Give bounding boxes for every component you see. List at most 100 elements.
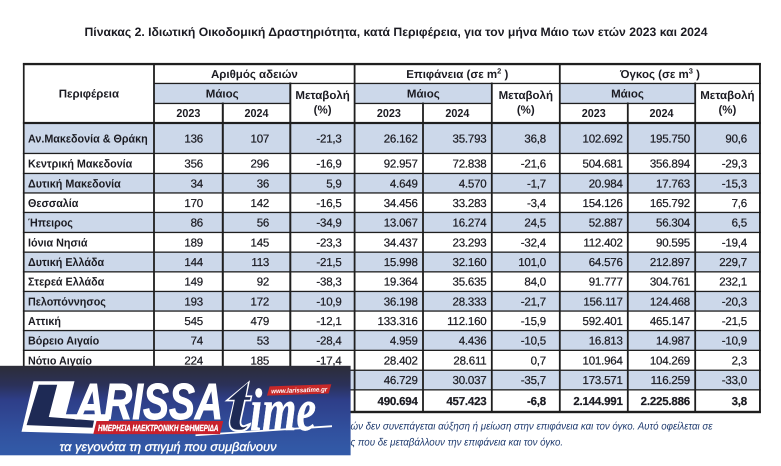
- svg-text:7,6: 7,6: [732, 198, 747, 210]
- svg-text:-12,1: -12,1: [316, 316, 341, 328]
- svg-text:457.423: 457.423: [446, 396, 486, 408]
- svg-text:90.595: 90.595: [656, 237, 690, 249]
- svg-text:-34,9: -34,9: [316, 218, 341, 230]
- svg-text:92: 92: [257, 277, 269, 289]
- svg-text:479: 479: [251, 316, 270, 328]
- svg-text:Επιφάνεια (σε m2 ): Επιφάνεια (σε m2 ): [406, 67, 508, 81]
- svg-text:133.316: 133.316: [378, 316, 418, 328]
- svg-text:www.larissatime.gr: www.larissatime.gr: [271, 386, 328, 395]
- svg-text:154.126: 154.126: [583, 198, 623, 210]
- svg-text:2023: 2023: [377, 108, 401, 120]
- svg-text:Θεσσαλία: Θεσσαλία: [28, 198, 78, 210]
- svg-text:296: 296: [251, 159, 270, 171]
- svg-text:116.259: 116.259: [651, 375, 690, 387]
- svg-text:τα γεγονότα τη στιγμή που συμβ: τα γεγονότα τη στιγμή που συμβαίνουν: [60, 440, 278, 454]
- svg-text:14.987: 14.987: [656, 336, 690, 348]
- svg-text:56: 56: [257, 218, 269, 230]
- svg-text:142: 142: [251, 198, 270, 210]
- svg-text:28.402: 28.402: [384, 355, 418, 367]
- svg-text:144: 144: [184, 257, 203, 269]
- svg-text:84,0: 84,0: [524, 277, 546, 289]
- svg-text:33.283: 33.283: [453, 198, 487, 210]
- svg-text:193: 193: [184, 296, 203, 308]
- svg-text:356: 356: [184, 159, 203, 171]
- svg-text:0,7: 0,7: [531, 355, 546, 367]
- svg-text:2023: 2023: [582, 108, 606, 120]
- svg-text:Πελοπόννησος: Πελοπόννησος: [28, 296, 106, 308]
- svg-text:212.897: 212.897: [650, 257, 690, 269]
- svg-text:-20,3: -20,3: [722, 296, 747, 308]
- svg-text:36: 36: [257, 178, 269, 190]
- svg-text:2.225.886: 2.225.886: [641, 396, 690, 408]
- svg-text:136: 136: [184, 134, 203, 146]
- svg-text:107: 107: [251, 134, 270, 146]
- svg-text:24,5: 24,5: [524, 218, 546, 230]
- svg-text:465.147: 465.147: [650, 316, 690, 328]
- svg-text:170: 170: [184, 198, 203, 210]
- svg-text:-21,7: -21,7: [521, 296, 546, 308]
- svg-text:-23,3: -23,3: [316, 237, 341, 249]
- svg-text:149: 149: [184, 277, 203, 289]
- svg-text:104.269: 104.269: [650, 355, 690, 367]
- svg-text:504.681: 504.681: [583, 159, 623, 171]
- svg-text:6,5: 6,5: [732, 218, 747, 230]
- svg-text:-10,9: -10,9: [722, 336, 747, 348]
- svg-text:4.436: 4.436: [459, 336, 487, 348]
- svg-text:Στερεά Ελλάδα: Στερεά Ελλάδα: [28, 277, 104, 289]
- svg-text:5,9: 5,9: [326, 178, 341, 190]
- svg-text:26.162: 26.162: [384, 134, 418, 146]
- svg-text:23.293: 23.293: [453, 237, 487, 249]
- svg-text:-17,4: -17,4: [316, 355, 342, 367]
- svg-text:28.611: 28.611: [453, 355, 486, 367]
- svg-text:36.198: 36.198: [384, 296, 418, 308]
- svg-text:19.364: 19.364: [384, 277, 419, 289]
- svg-text:64.576: 64.576: [589, 257, 623, 269]
- svg-text:232,1: 232,1: [719, 277, 747, 289]
- svg-text:-29,3: -29,3: [722, 159, 747, 171]
- svg-text:Ήπειρος: Ήπειρος: [28, 218, 73, 230]
- svg-text:Μεταβολή: Μεταβολή: [499, 90, 553, 102]
- svg-text:2024: 2024: [445, 108, 470, 120]
- svg-text:-15,9: -15,9: [521, 316, 546, 328]
- svg-text:112.402: 112.402: [583, 237, 622, 249]
- svg-text:ών δεν συνεπάγεται αύξηση ή με: ών δεν συνεπάγεται αύξηση ή μείωση στην …: [351, 420, 713, 432]
- svg-text:2.144.991: 2.144.991: [573, 396, 623, 408]
- svg-text:Μεταβολή: Μεταβολή: [295, 90, 349, 102]
- svg-text:Βόρειο Αιγαίο: Βόρειο Αιγαίο: [28, 336, 99, 348]
- svg-text:173.571: 173.571: [583, 375, 623, 387]
- svg-text:16.813: 16.813: [589, 336, 623, 348]
- svg-text:356.894: 356.894: [650, 159, 691, 171]
- svg-text:53: 53: [257, 336, 269, 348]
- svg-text:Νότιο Αιγαίο: Νότιο Αιγαίο: [28, 355, 92, 367]
- svg-text:Περιφέρεια: Περιφέρεια: [59, 89, 119, 101]
- svg-text:30.037: 30.037: [453, 375, 487, 387]
- svg-text:Αν.Μακεδονία & Θράκη: Αν.Μακεδονία & Θράκη: [28, 134, 148, 146]
- svg-text:Όγκος (σε m3 ): Όγκος (σε m3 ): [619, 67, 700, 81]
- svg-text:101,0: 101,0: [518, 257, 546, 269]
- svg-text:Αττική: Αττική: [28, 316, 61, 328]
- svg-text:ς που δε μεταβάλλουν την επιφά: ς που δε μεταβάλλουν την επιφάνεια και τ…: [351, 437, 564, 449]
- svg-text:-32,4: -32,4: [521, 237, 547, 249]
- svg-text:2024: 2024: [245, 108, 270, 120]
- svg-text:91.777: 91.777: [589, 277, 623, 289]
- svg-text:Μεταβολή: Μεταβολή: [700, 90, 754, 102]
- svg-text:2024: 2024: [650, 108, 675, 120]
- svg-text:ARISSA: ARISSA: [74, 373, 223, 430]
- svg-text:-21,5: -21,5: [316, 257, 341, 269]
- svg-text:Πίνακας 2. Ιδιωτική Οικοδομική: Πίνακας 2. Ιδιωτική Οικοδομική Δραστηριό…: [85, 25, 708, 39]
- svg-text:3,8: 3,8: [732, 396, 748, 408]
- svg-text:Ιόνια Νησιά: Ιόνια Νησιά: [28, 237, 88, 249]
- svg-text:189: 189: [184, 237, 203, 249]
- svg-text:(%): (%): [314, 104, 332, 116]
- svg-text:34.456: 34.456: [384, 198, 418, 210]
- svg-text:2023: 2023: [176, 108, 200, 120]
- svg-text:-16,5: -16,5: [316, 198, 341, 210]
- svg-text:-16,9: -16,9: [316, 159, 341, 171]
- svg-text:Δυτική Ελλάδα: Δυτική Ελλάδα: [28, 257, 104, 269]
- svg-text:-6,8: -6,8: [527, 396, 547, 408]
- svg-text:592.401: 592.401: [583, 316, 623, 328]
- svg-text:34.437: 34.437: [384, 237, 418, 249]
- svg-text:28.333: 28.333: [453, 296, 487, 308]
- svg-text:36,8: 36,8: [524, 134, 546, 146]
- svg-text:46.729: 46.729: [384, 375, 418, 387]
